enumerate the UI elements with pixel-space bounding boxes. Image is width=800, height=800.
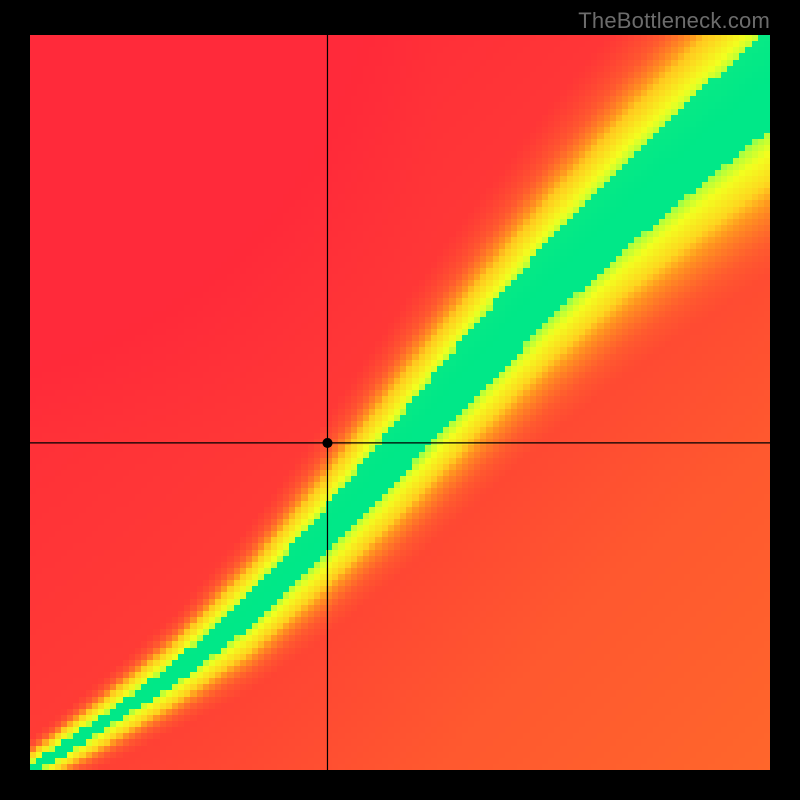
chart-frame: { "watermark": { "text": "TheBottleneck.… <box>0 0 800 800</box>
bottleneck-heatmap <box>30 35 770 770</box>
watermark-label: TheBottleneck.com <box>578 8 770 34</box>
